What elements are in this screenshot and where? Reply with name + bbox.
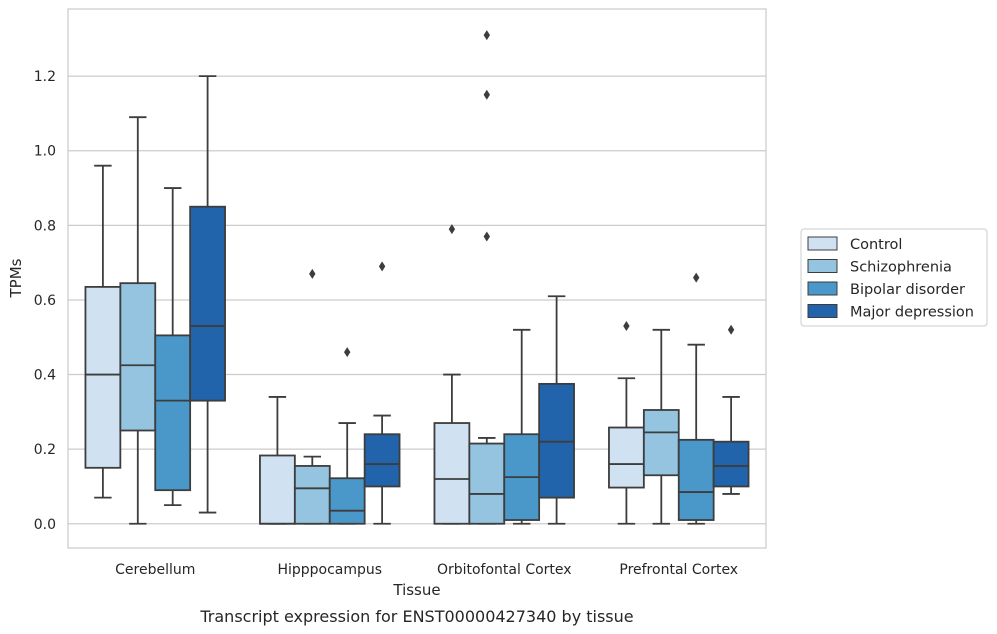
box-iqr [642, 409, 680, 477]
box-iqr [84, 285, 122, 469]
box-2-0 [154, 187, 192, 507]
box-3-0 [189, 75, 226, 514]
box-2-3 [677, 272, 715, 525]
y-tick-label: 0.2 [34, 442, 56, 458]
outlier-point [448, 224, 456, 235]
box-1-0 [119, 116, 157, 525]
outlier-point [693, 272, 700, 283]
box-iqr [119, 282, 157, 432]
y-tick-label: 0.0 [34, 517, 56, 533]
legend-frame [800, 228, 988, 327]
box-iqr [363, 433, 401, 488]
legend: Control Schizophrenia Bipolar disorder Majo… [800, 228, 988, 327]
box-iqr [468, 442, 506, 525]
box-3-3 [712, 324, 750, 495]
outlier-point [309, 268, 316, 279]
legend-swatch [807, 259, 838, 273]
box-0-2 [433, 224, 471, 525]
box-iqr [154, 334, 192, 492]
x-tick-label: Hipppocampus [277, 562, 382, 578]
chart-caption: Transcript expression for ENST0000042734… [199, 607, 633, 626]
box-3-2 [538, 295, 575, 525]
box-1-3 [642, 328, 680, 525]
box-2-1 [328, 347, 366, 525]
box-groups [84, 30, 750, 525]
legend-swatch [807, 281, 838, 296]
box-1-2 [468, 30, 506, 525]
box-iqr [328, 477, 366, 525]
box-iqr [608, 426, 645, 489]
outlier-point [727, 324, 735, 335]
box-iqr [677, 438, 715, 521]
outlier-point [344, 347, 351, 358]
x-tick-label: Orbitofontal Cortex [437, 562, 572, 578]
box-iqr [433, 422, 471, 525]
box-1-1 [293, 268, 331, 525]
box-3-1 [363, 261, 401, 525]
box-0-1 [259, 396, 296, 525]
legend-label: Schizophrenia [850, 260, 952, 276]
y-tick-label: 0.4 [34, 368, 56, 384]
y-tick-label: 0.8 [34, 218, 56, 234]
box-0-0 [84, 164, 122, 499]
box-0-3 [608, 321, 645, 525]
legend-label: Control [850, 237, 902, 253]
outlier-point [483, 30, 490, 41]
legend-swatch [807, 236, 838, 251]
box-iqr [259, 454, 296, 525]
y-axis-title: TPMs [7, 258, 25, 298]
box-iqr [712, 440, 750, 488]
outlier-point [378, 261, 386, 272]
x-axis-title: Tissue [392, 581, 440, 599]
y-tick-label: 1.2 [34, 69, 56, 85]
legend-label: Bipolar disorder [850, 282, 965, 298]
box-2-2 [503, 328, 541, 525]
box-iqr [293, 465, 331, 525]
y-tick-label: 0.6 [34, 293, 56, 309]
y-axis-ticks: 0.0 0.2 0.4 0.6 0.8 1.0 1.2 [34, 69, 56, 533]
legend-label: Major depression [850, 305, 974, 321]
box-iqr [189, 205, 226, 402]
x-tick-label: Cerebellum [115, 562, 195, 578]
outlier-point [623, 321, 630, 332]
y-tick-label: 1.0 [34, 144, 56, 160]
box-iqr [538, 382, 575, 499]
outlier-point [483, 231, 490, 242]
x-tick-label: Prefrontal Cortex [619, 562, 738, 578]
x-axis-ticks: Cerebellum Hipppocampus Orbitofontal Corte… [115, 562, 738, 578]
outlier-point [483, 89, 490, 100]
legend-swatch [807, 304, 838, 318]
